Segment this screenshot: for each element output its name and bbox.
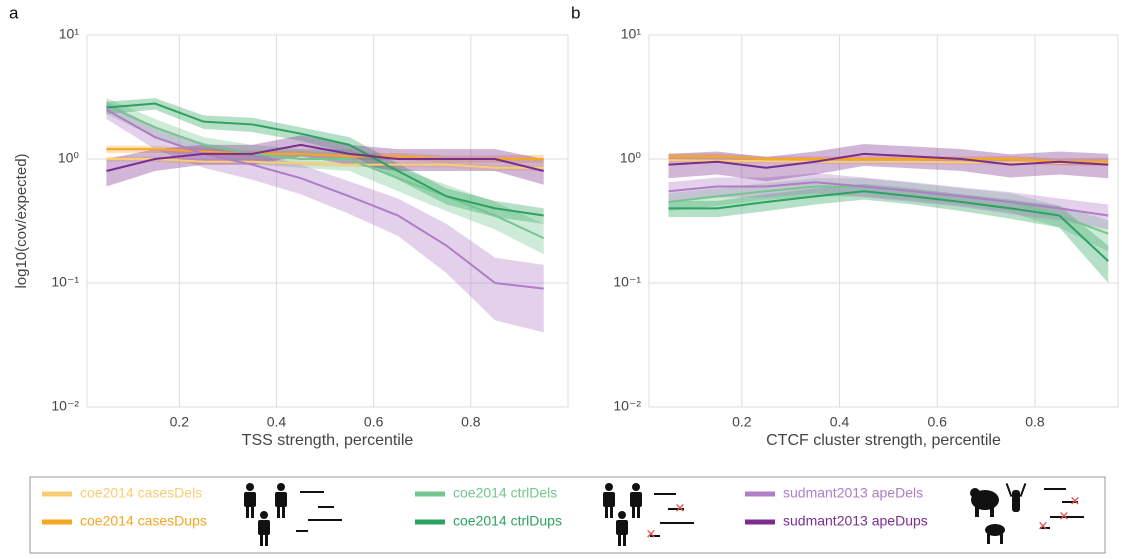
x-tick-label: 0.2 <box>732 414 752 430</box>
series-line <box>106 143 544 172</box>
series-line <box>106 104 545 240</box>
series-line <box>668 155 1109 163</box>
legend-label: sudmant2013 apeDups <box>783 513 928 529</box>
plot-area <box>86 34 569 408</box>
person-icons-cases <box>244 483 342 546</box>
x-tick-label: 0.6 <box>364 414 384 430</box>
ape-icons: ✕ ✕ ✕ <box>970 483 1084 544</box>
legend-box <box>29 476 1106 554</box>
svg-text:✕: ✕ <box>1038 518 1049 533</box>
series-line <box>106 102 544 217</box>
y-tick-label: 10¹ <box>59 26 80 42</box>
x-tick-label: 0.8 <box>1025 414 1045 430</box>
y-tick-label: 10⁻¹ <box>51 274 79 290</box>
x-axis-label: CTCF cluster strength, percentile <box>766 432 1001 449</box>
svg-text:✕: ✕ <box>646 526 657 541</box>
y-tick-label: 10⁻² <box>613 398 641 414</box>
series-line <box>668 190 1109 262</box>
y-tick-label: 10⁰ <box>58 150 80 166</box>
svg-text:✕: ✕ <box>1070 493 1081 508</box>
svg-text:✕: ✕ <box>1059 508 1070 523</box>
confidence-band <box>668 173 1109 230</box>
legend-label: coe2014 casesDels <box>80 485 202 501</box>
y-tick-label: 10⁻¹ <box>613 274 641 290</box>
panel-label: b <box>571 3 580 22</box>
x-tick-label: 0.8 <box>461 414 481 430</box>
confidence-band <box>668 178 1109 252</box>
y-tick-label: 10⁻² <box>51 398 79 414</box>
panel-label: a <box>9 3 19 22</box>
x-axis-label: TSS strength, percentile <box>242 432 414 449</box>
series-line <box>668 152 1109 169</box>
confidence-band <box>106 135 544 187</box>
legend-label: sudmant2013 apeDels <box>783 485 923 501</box>
series-line <box>105 108 544 290</box>
x-tick-label: 0.4 <box>267 414 287 430</box>
plot-area <box>648 34 1119 408</box>
person-icons-ctrl: ✕ ✕ <box>603 483 694 546</box>
x-tick-label: 0.2 <box>170 414 190 430</box>
series-line <box>106 158 544 169</box>
x-tick-label: 0.6 <box>928 414 948 430</box>
y-tick-label: 10⁰ <box>620 150 642 166</box>
confidence-band <box>106 101 544 333</box>
y-tick-label: 10¹ <box>621 26 642 42</box>
y-axis-label: log10(cov/expected) <box>13 153 30 288</box>
x-tick-label: 0.4 <box>830 414 850 430</box>
legend-label: coe2014 casesDups <box>80 513 207 529</box>
svg-text:✕: ✕ <box>675 500 686 515</box>
legend-icons: ✕ ✕ ✕ ✕ ✕ <box>244 483 1084 546</box>
series-line <box>668 181 1109 217</box>
confidence-band <box>668 183 1109 283</box>
legend-label: coe2014 ctrlDups <box>453 513 562 529</box>
legend-label: coe2014 ctrlDels <box>453 485 557 501</box>
